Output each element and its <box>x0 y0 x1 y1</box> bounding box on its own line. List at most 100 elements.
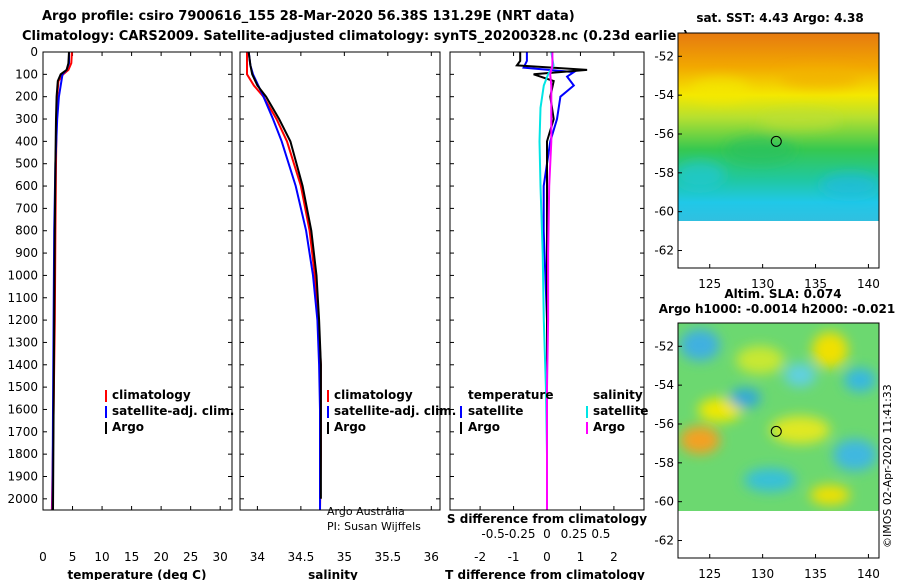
depth-axis-ticks: 0 100 200 300 400 500 600 700 800 900 1000 1100 1200… <box>7 45 232 506</box>
x-tick-label: 34.5 <box>288 550 315 564</box>
depth-tick-label: 300 <box>15 112 38 126</box>
series-line-satellite-adj-clim- <box>247 51 321 510</box>
legend-title-salinity: salinity <box>593 388 643 402</box>
credit-line2: PI: Susan Wijffels <box>327 520 421 533</box>
legend-label-satellite: satellite-adj. clim. <box>334 404 456 418</box>
credit-line1: Argo Australia <box>327 505 405 518</box>
t-difference-xlabel: T difference from climatology <box>445 568 645 580</box>
salinity-profile-lines <box>240 51 440 511</box>
x-tick-label: 0 <box>543 550 551 564</box>
depth-tick-label: 400 <box>15 134 38 148</box>
sst-map-title: sat. SST: 4.43 Argo: 4.38 <box>696 11 863 25</box>
sst-float-marker <box>770 135 782 147</box>
temperature-profile-lines <box>50 51 73 511</box>
sla-map-title-line2: Argo h1000: -0.0014 h2000: -0.021 <box>659 302 895 316</box>
x-tick-label: -1 <box>508 550 520 564</box>
lat-tick-label: -56 <box>654 417 674 431</box>
legend-label-satellite: satellite-adj. clim. <box>112 404 234 418</box>
depth-tick-label: 1000 <box>7 268 38 282</box>
lat-tick-label: -58 <box>654 456 674 470</box>
temperature-xlabel: temperature (deg C) <box>68 568 207 580</box>
sst-lat-ticks: -52 -54 -56 -58 -60 -62 <box>654 49 682 258</box>
s-difference-tick-label: 0.25 <box>561 527 588 541</box>
lat-tick-label: -56 <box>654 127 674 141</box>
difference-legend: temperature satellite Argo salinity sate… <box>460 388 648 434</box>
x-tick-label: 2 <box>610 550 618 564</box>
temperature-plot-frame <box>42 51 233 511</box>
sst-field-texture <box>678 68 879 197</box>
lat-tick-label: -54 <box>654 88 674 102</box>
x-tick-label: 5 <box>69 550 77 564</box>
s-difference-tick-label: 0 <box>543 527 551 541</box>
legend-label-s-argo: Argo <box>593 420 625 434</box>
main-title-line1: Argo profile: csiro 7900616_155 28-Mar-2… <box>42 9 575 24</box>
temperature-axis-ticks: 0 5 10 15 20 25 30 <box>39 52 228 564</box>
legend-label-t-satellite: satellite <box>468 404 523 418</box>
depth-tick-label: 900 <box>15 246 38 260</box>
lat-tick-label: -60 <box>654 495 674 509</box>
x-tick-label: 36 <box>424 550 439 564</box>
depth-tick-label: 800 <box>15 224 38 238</box>
difference-panel: -2 -1 0 1 2 -0.5 -0.25 0 0.25 0.5 T difference f… <box>445 51 648 580</box>
legend-label-climatology: climatology <box>112 388 191 402</box>
salinity-legend: climatology satellite-adj. clim. Argo <box>327 388 456 434</box>
lon-tick-label: 130 <box>751 277 774 291</box>
lat-tick-label: -52 <box>654 49 674 63</box>
x-tick-label: 25 <box>183 550 198 564</box>
depth-tick-label: 700 <box>15 201 38 215</box>
legend-label-t-argo: Argo <box>468 420 500 434</box>
legend-title-temperature: temperature <box>468 388 553 402</box>
imos-stamp: ©IMOS 02-Apr-2020 11:41:33 <box>881 384 894 548</box>
depth-tick-label: 1700 <box>7 425 38 439</box>
difference-profile-lines <box>450 51 644 510</box>
main-title-line2: Climatology: CARS2009. Satellite-adjuste… <box>22 29 689 44</box>
salinity-xlabel: salinity <box>308 568 358 580</box>
x-tick-label: 35 <box>337 550 352 564</box>
sla-map-frame <box>677 322 880 559</box>
salinity-panel: 34 34.5 35 35.5 36 salinity climatology sate… <box>239 51 456 580</box>
s-difference-tick-label: -0.5 <box>481 527 504 541</box>
s-difference-axis-ticks: -0.5 -0.25 0 0.25 0.5 <box>481 527 610 541</box>
depth-tick-label: 1500 <box>7 380 38 394</box>
legend-label-argo: Argo <box>112 420 144 434</box>
lon-tick-label: 135 <box>804 277 827 291</box>
series-line-argo <box>247 51 322 499</box>
salinity-axis-ticks: 34 34.5 35 35.5 36 <box>250 52 439 564</box>
sla-float-marker <box>770 425 782 437</box>
x-tick-label: 30 <box>213 550 228 564</box>
lon-tick-label: 125 <box>698 567 721 580</box>
s-difference-tick-label: -0.25 <box>505 527 536 541</box>
sla-field-texture <box>680 329 877 505</box>
s-difference-tick-label: 0.5 <box>591 527 610 541</box>
temperature-panel: 0100200300400500600700800900100011001200… <box>7 45 234 580</box>
depth-tick-label: 1100 <box>7 291 38 305</box>
x-tick-label: 35.5 <box>374 550 401 564</box>
sla-lat-ticks: -52 -54 -56 -58 -60 -62 <box>654 339 682 548</box>
x-tick-label: 34 <box>250 550 265 564</box>
sst-lon-ticks: 125 130 135 140 <box>698 264 880 291</box>
depth-tick-label: 200 <box>15 90 38 104</box>
x-tick-label: 10 <box>94 550 109 564</box>
t-difference-axis-ticks: -2 -1 0 1 2 <box>474 52 618 564</box>
lon-tick-label: 125 <box>698 277 721 291</box>
lon-tick-label: 130 <box>751 567 774 580</box>
lat-tick-label: -54 <box>654 378 674 392</box>
lon-tick-label: 135 <box>804 567 827 580</box>
depth-tick-label: 1300 <box>7 335 38 349</box>
series-line-climatology <box>246 52 322 511</box>
depth-tick-label: 500 <box>15 157 38 171</box>
series-line-s-argo <box>546 52 554 510</box>
x-tick-label: -2 <box>474 550 486 564</box>
lat-tick-label: -62 <box>654 244 674 258</box>
lat-tick-label: -52 <box>654 339 674 353</box>
legend-label-argo: Argo <box>334 420 366 434</box>
depth-tick-label: 100 <box>15 67 38 81</box>
lat-tick-label: -62 <box>654 534 674 548</box>
sla-lon-ticks: 125 130 135 140 <box>698 554 880 580</box>
depth-tick-label: 1900 <box>7 469 38 483</box>
difference-plot-frame <box>449 51 645 511</box>
sst-map-panel: sat. SST: 4.43 Argo: 4.38 <box>654 11 880 291</box>
depth-tick-label: 1600 <box>7 402 38 416</box>
x-tick-label: 0 <box>39 550 47 564</box>
